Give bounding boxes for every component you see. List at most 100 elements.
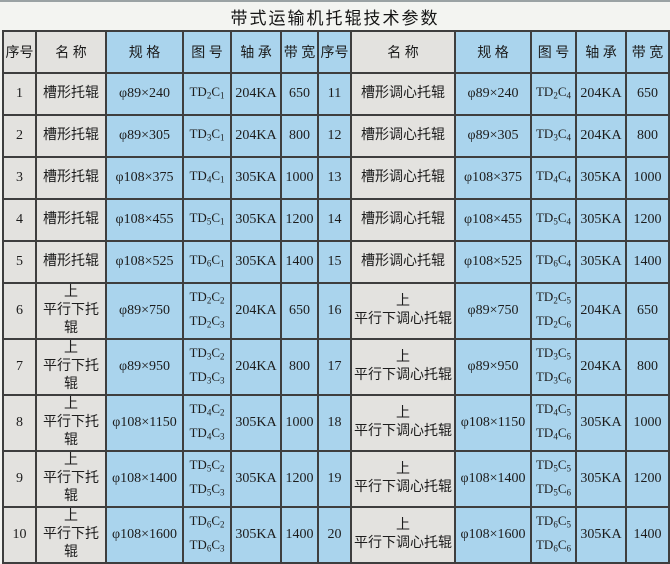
cell-bearing: 305KA <box>230 450 282 508</box>
cell-serial: 12 <box>317 114 352 158</box>
cell-belt-width: 650 <box>625 282 670 340</box>
cell-spec: φ89×240 <box>454 72 532 116</box>
cell-belt-width: 1000 <box>280 156 319 200</box>
cell-bearing: 305KA <box>230 198 282 242</box>
cell-spec: φ108×1400 <box>454 450 532 508</box>
cell-name: 上平行下调心托辊 <box>350 506 456 564</box>
cell-spec: φ108×375 <box>105 156 184 200</box>
cell-name: 槽形托辊 <box>35 72 107 116</box>
cell-serial: 3 <box>2 156 37 200</box>
parameters-table: 序号 名 称 规 格 图 号 轴 承 带 宽 序号 名 称 规 格 图 号 轴 … <box>2 30 670 564</box>
cell-name: 槽形调心托辊 <box>350 240 456 284</box>
cell-spec: φ108×1400 <box>105 450 184 508</box>
cell-belt-width: 1200 <box>280 450 319 508</box>
cell-figure: TD5C1 <box>182 198 232 242</box>
table-body: 1 槽形托辊 φ89×240 TD2C1 204KA 650 11 槽形调心托辊 φ89×240… <box>2 72 670 564</box>
cell-figure: TD4C4 <box>530 156 577 200</box>
cell-bearing: 204KA <box>575 338 627 396</box>
cell-serial: 20 <box>317 506 352 564</box>
cell-figure: TD2C5 TD2C6 <box>530 282 577 340</box>
table-row: 1 槽形托辊 φ89×240 TD2C1 204KA 650 11 槽形调心托辊 φ89×240… <box>2 72 670 116</box>
page-title: 带式运输机托辊技术参数 <box>230 9 440 28</box>
cell-serial: 7 <box>2 338 37 396</box>
cell-belt-width: 650 <box>625 72 670 116</box>
cell-bearing: 204KA <box>575 282 627 340</box>
cell-belt-width: 800 <box>625 114 670 158</box>
cell-belt-width: 1400 <box>625 240 670 284</box>
table-row: 4 槽形托辊 φ108×455 TD5C1 305KA 1200 14 槽形调心托辊 φ108×… <box>2 198 670 242</box>
cell-spec: φ108×1150 <box>105 394 184 452</box>
cell-figure: TD3C5 TD3C6 <box>530 338 577 396</box>
cell-figure: TD3C1 <box>182 114 232 158</box>
cell-figure: TD4C1 <box>182 156 232 200</box>
cell-bearing: 204KA <box>575 72 627 116</box>
cell-serial: 11 <box>317 72 352 116</box>
cell-bearing: 305KA <box>230 240 282 284</box>
cell-figure: TD6C5 TD6C6 <box>530 506 577 564</box>
cell-name: 上平行下调心托辊 <box>350 394 456 452</box>
cell-serial: 17 <box>317 338 352 396</box>
cell-serial: 19 <box>317 450 352 508</box>
cell-belt-width: 1200 <box>625 450 670 508</box>
cell-bearing: 305KA <box>575 394 627 452</box>
cell-bearing: 305KA <box>575 240 627 284</box>
cell-belt-width: 800 <box>280 114 319 158</box>
cell-figure: TD2C1 <box>182 72 232 116</box>
cell-spec: φ108×375 <box>454 156 532 200</box>
cell-spec: φ89×305 <box>454 114 532 158</box>
cell-figure: TD6C4 <box>530 240 577 284</box>
cell-name: 上平行下托辊 <box>35 282 107 340</box>
cell-figure: TD4C2 TD4C3 <box>182 394 232 452</box>
header-name: 名 称 <box>350 30 456 74</box>
cell-bearing: 305KA <box>575 198 627 242</box>
header-belt-width: 带 宽 <box>625 30 670 74</box>
table-row: 2 槽形托辊 φ89×305 TD3C1 204KA 800 12 槽形调心托辊 φ89×305… <box>2 114 670 158</box>
cell-name: 上平行下托辊 <box>35 338 107 396</box>
cell-belt-width: 1200 <box>280 198 319 242</box>
cell-name: 上平行下托辊 <box>35 506 107 564</box>
table-row: 3 槽形托辊 φ108×375 TD4C1 305KA 1000 13 槽形调心托辊 φ108×… <box>2 156 670 200</box>
cell-bearing: 305KA <box>575 450 627 508</box>
cell-belt-width: 1200 <box>625 198 670 242</box>
cell-bearing: 204KA <box>230 338 282 396</box>
cell-name: 上平行下托辊 <box>35 450 107 508</box>
cell-belt-width: 1400 <box>280 506 319 564</box>
cell-figure: TD2C4 <box>530 72 577 116</box>
header-bearing: 轴 承 <box>575 30 627 74</box>
table-row: 10 上平行下托辊 φ108×1600 TD6C2 TD6C3 305KA 1400 20 上平… <box>2 506 670 564</box>
cell-belt-width: 650 <box>280 72 319 116</box>
cell-name: 槽形调心托辊 <box>350 156 456 200</box>
cell-serial: 16 <box>317 282 352 340</box>
cell-serial: 13 <box>317 156 352 200</box>
cell-belt-width: 650 <box>280 282 319 340</box>
cell-spec: φ89×750 <box>454 282 532 340</box>
cell-figure: TD6C2 TD6C3 <box>182 506 232 564</box>
cell-spec: φ108×1600 <box>105 506 184 564</box>
cell-figure: TD3C4 <box>530 114 577 158</box>
header-figure-no: 图 号 <box>530 30 577 74</box>
cell-serial: 1 <box>2 72 37 116</box>
cell-belt-width: 800 <box>625 338 670 396</box>
cell-bearing: 204KA <box>575 114 627 158</box>
cell-spec: φ89×750 <box>105 282 184 340</box>
header-row: 序号 名 称 规 格 图 号 轴 承 带 宽 序号 名 称 规 格 图 号 轴 … <box>2 30 670 74</box>
cell-name: 槽形托辊 <box>35 198 107 242</box>
cell-bearing: 305KA <box>575 506 627 564</box>
cell-serial: 14 <box>317 198 352 242</box>
cell-name: 槽形调心托辊 <box>350 114 456 158</box>
cell-name: 槽形调心托辊 <box>350 198 456 242</box>
cell-name: 槽形托辊 <box>35 114 107 158</box>
cell-belt-width: 1000 <box>625 394 670 452</box>
header-no: 序号 <box>2 30 37 74</box>
cell-figure: TD5C2 TD5C3 <box>182 450 232 508</box>
cell-serial: 5 <box>2 240 37 284</box>
cell-bearing: 305KA <box>230 506 282 564</box>
cell-spec: φ108×525 <box>454 240 532 284</box>
cell-serial: 4 <box>2 198 37 242</box>
cell-serial: 15 <box>317 240 352 284</box>
cell-spec: φ108×1600 <box>454 506 532 564</box>
cell-name: 槽形托辊 <box>35 240 107 284</box>
cell-serial: 6 <box>2 282 37 340</box>
header-belt-width: 带 宽 <box>280 30 319 74</box>
